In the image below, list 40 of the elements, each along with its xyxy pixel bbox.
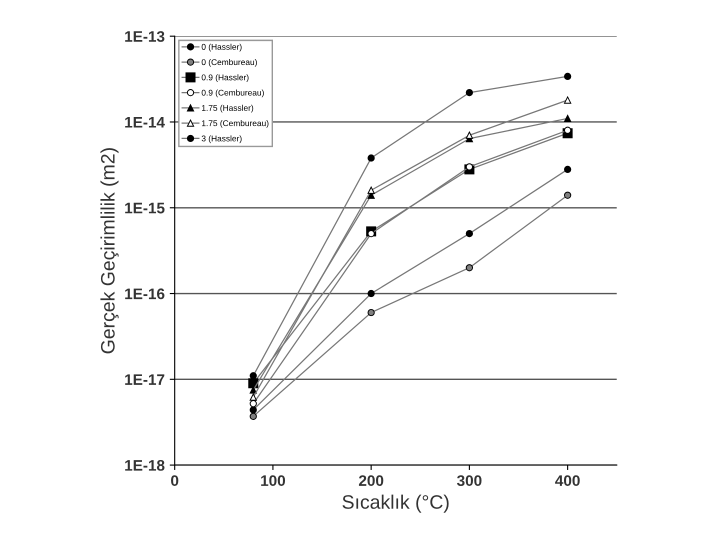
point <box>466 230 473 238</box>
y-tick-label: 1E-16 <box>125 288 164 300</box>
x-tick-label: 0 <box>171 475 178 486</box>
point <box>250 372 257 380</box>
x-tick-label: 300 <box>457 475 482 486</box>
point <box>564 72 572 80</box>
y-axis-title: Gerçek Geçirimlilik (m2) <box>100 148 119 354</box>
legend-label: 0 (Cembureau) <box>202 58 257 67</box>
point <box>368 154 375 162</box>
point <box>564 192 572 199</box>
y-tick-label: 1E-15 <box>125 202 165 214</box>
legend-label: 1.75 (Hassler) <box>202 104 254 113</box>
x-axis-title: Sıcaklık (°C) <box>342 494 449 513</box>
point <box>250 394 257 401</box>
y-tick-label: 1E-18 <box>125 460 164 471</box>
point <box>250 406 257 414</box>
legend-label: 1.75 (Cembureau) <box>202 120 268 128</box>
point <box>466 89 473 96</box>
y-tick-label: 1E-14 <box>125 117 165 128</box>
legend-label: 3 (Hassler) <box>202 135 242 144</box>
point <box>564 96 572 104</box>
point <box>564 126 572 134</box>
point <box>250 412 257 420</box>
point <box>466 132 473 139</box>
point <box>466 264 473 272</box>
y-tick-label: 1E-17 <box>125 374 164 385</box>
point <box>466 163 473 170</box>
legend-label: 0 (Hassler) <box>202 44 242 52</box>
point <box>564 114 572 122</box>
x-tick-label: 200 <box>358 475 384 486</box>
x-tick-label: 100 <box>261 475 286 486</box>
legend-label: 0.9 (Cembureau) <box>202 90 264 98</box>
point <box>368 308 375 316</box>
point <box>564 166 572 174</box>
point <box>250 400 257 408</box>
point <box>368 186 375 194</box>
y-tick-label: 1E-13 <box>125 31 164 42</box>
x-tick-label: 400 <box>555 475 580 486</box>
point <box>368 290 375 298</box>
legend-label: 0.9 (Hassler) <box>202 74 249 82</box>
